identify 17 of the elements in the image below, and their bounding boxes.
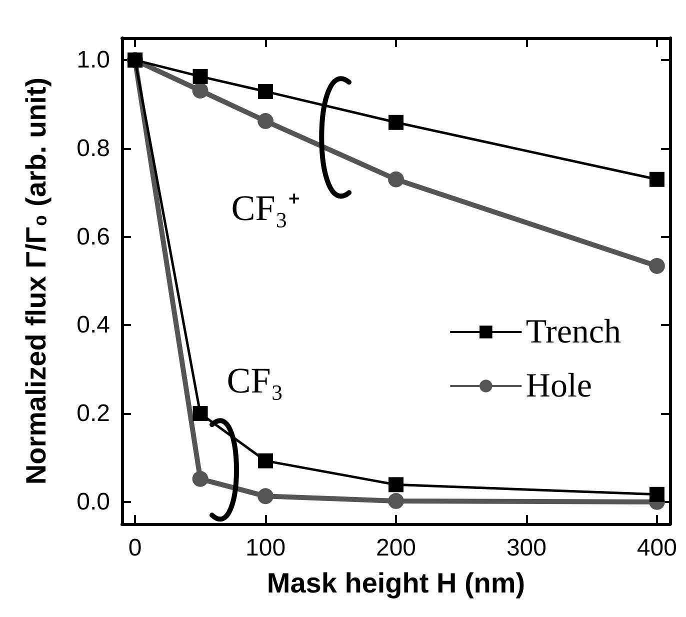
y-tick-label: 1.0 (76, 46, 110, 74)
y-tick-label: 0.2 (76, 400, 110, 428)
y-tick-label: 0.0 (76, 488, 110, 516)
legend-label: Hole (526, 368, 592, 404)
annotation: CF₃ (226, 360, 284, 400)
y-tick-label: 0.6 (76, 223, 110, 250)
annotation: CF₃⁺ (231, 188, 300, 228)
y-axis-title: Normalized flux Γ/Γ₀ (arb. unit) (20, 77, 52, 485)
x-tick-label: 100 (246, 534, 286, 562)
x-tick-label: 200 (376, 534, 416, 562)
x-axis-title: Mask height H (nm) (266, 568, 526, 598)
x-tick-label: 300 (506, 534, 546, 562)
x-tick-label: 400 (636, 534, 677, 562)
x-tick-label: 0 (128, 534, 142, 562)
legend-label: Trench (526, 314, 621, 350)
y-tick-label: 0.4 (76, 312, 110, 339)
y-tick-label: 0.8 (76, 134, 110, 162)
